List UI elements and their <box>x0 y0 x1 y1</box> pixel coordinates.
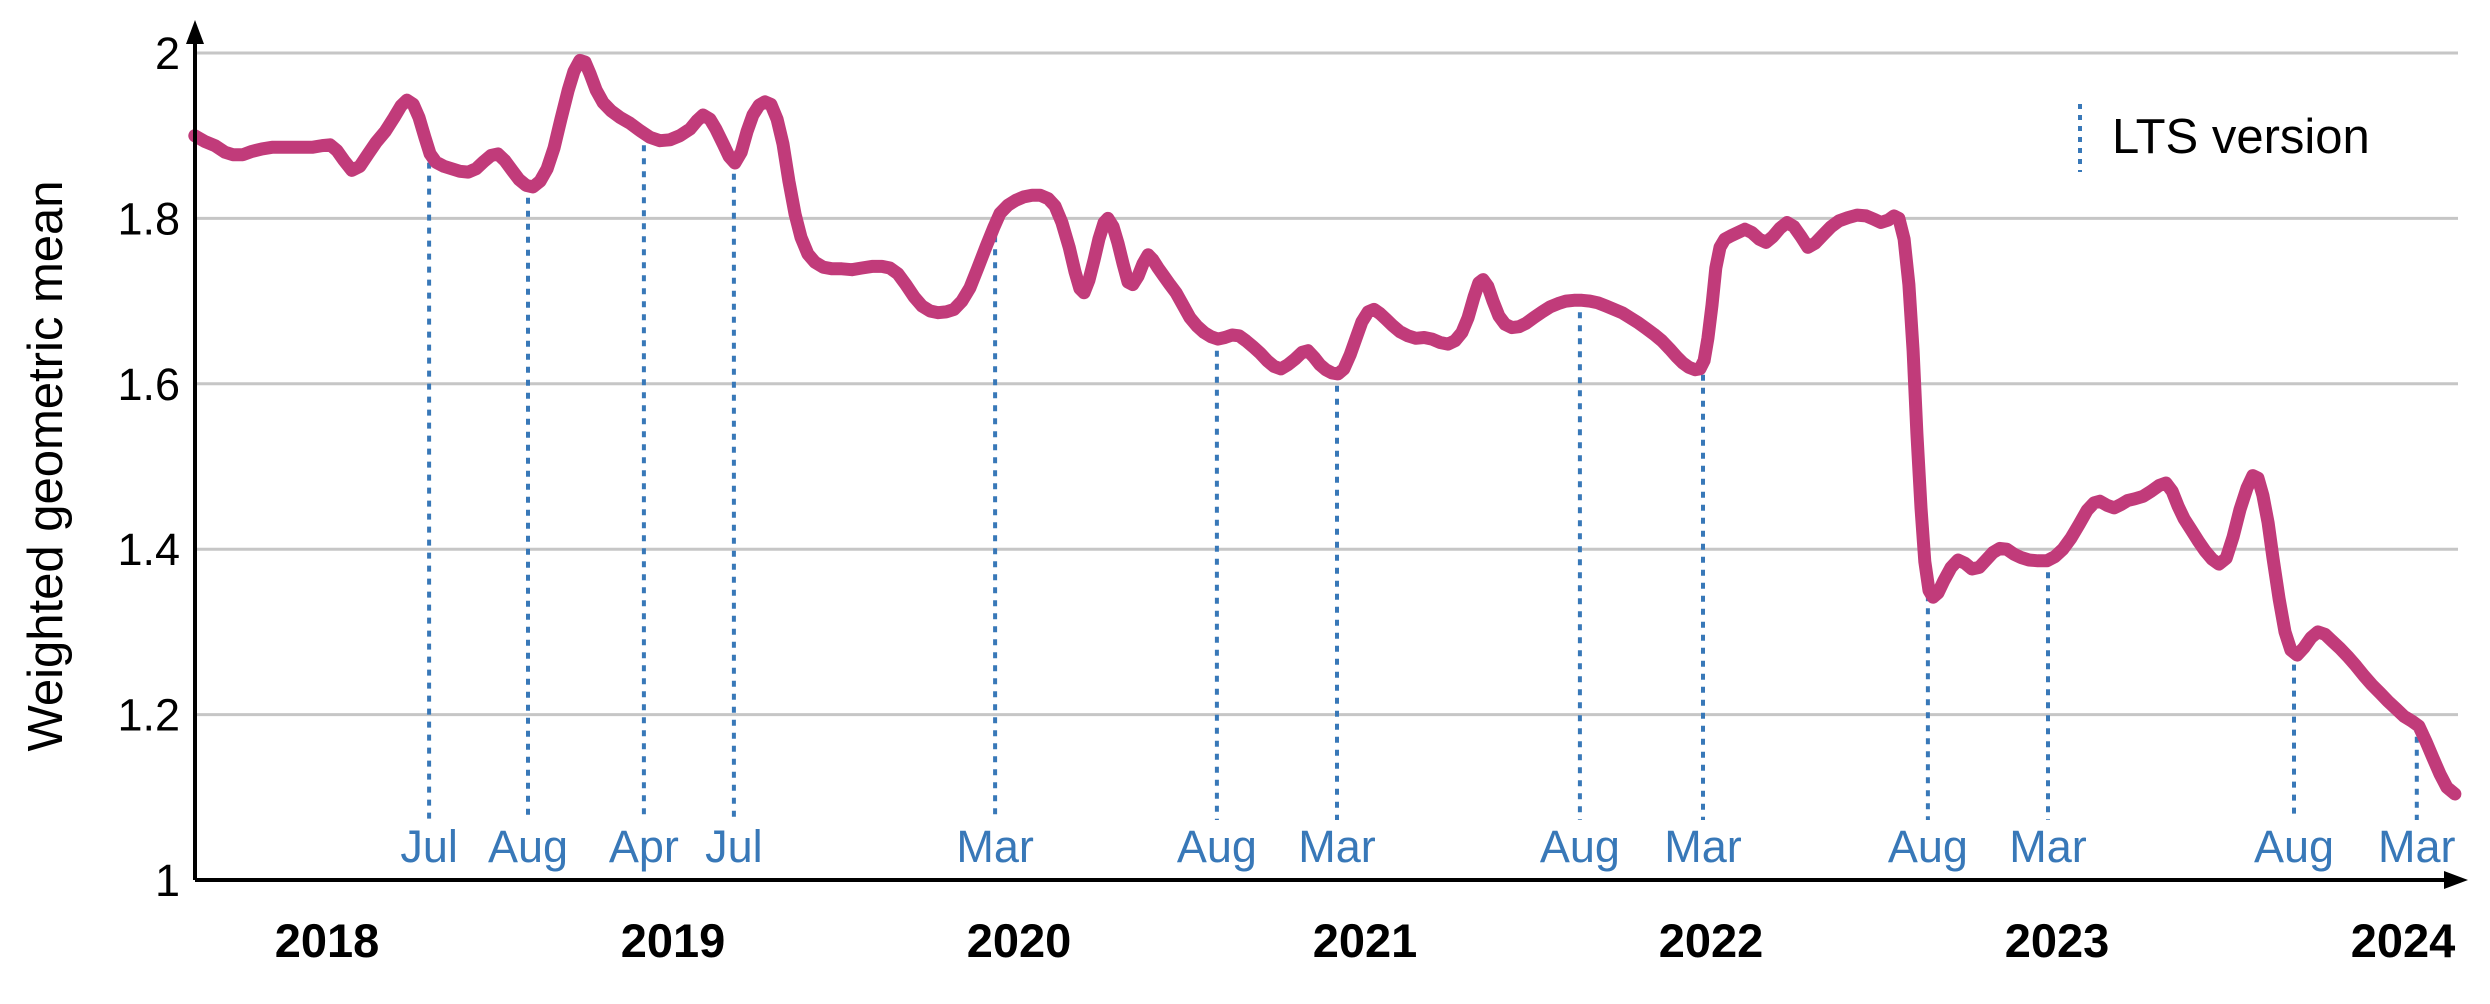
y-tick-label: 1.4 <box>117 524 180 575</box>
x-tick-label-2018: 2018 <box>275 914 380 967</box>
series-layer <box>188 53 2462 801</box>
y-tick-label: 2 <box>155 28 180 79</box>
lts-marker-label: Apr <box>609 821 679 872</box>
lts-marker-label: Mar <box>1298 821 1376 872</box>
lts-marker-label: Aug <box>1888 821 1968 872</box>
y-tick-label: 1.2 <box>117 690 180 741</box>
lts-marker-label: Jul <box>400 821 458 872</box>
y-tick-label: 1.6 <box>117 359 180 410</box>
x-tick-label-2020: 2020 <box>967 914 1072 967</box>
legend-label: LTS version <box>2112 110 2370 164</box>
y-tick-label: 1.8 <box>117 193 180 244</box>
y-axis-arrow-icon <box>186 20 204 44</box>
x-axis-arrow-icon <box>2444 871 2468 889</box>
grid-layer <box>195 51 2458 717</box>
lts-marker-label: Aug <box>1177 821 1257 872</box>
lts-marker-label: Mar <box>1664 821 1742 872</box>
series-line <box>188 53 2462 801</box>
lts-marker-label: Jul <box>705 821 763 872</box>
x-tick-label-2024: 2024 <box>2351 914 2456 967</box>
lts-marker-label: Mar <box>956 821 1034 872</box>
tick-label-layer: Jul Aug Apr Jul Mar Aug Mar Aug Mar Aug Mar Aug Mar 1… <box>117 28 2455 967</box>
lts-marker-label: Mar <box>2378 821 2456 872</box>
x-tick-label-2019: 2019 <box>621 914 726 967</box>
y-axis-title: Weighted geometric mean <box>19 180 73 751</box>
lts-marker-label: Mar <box>2009 821 2087 872</box>
lts-marker-label: Aug <box>2254 821 2334 872</box>
axis-layer <box>186 20 2468 889</box>
lts-marker-layer <box>427 145 2419 820</box>
x-tick-label-2023: 2023 <box>2005 914 2110 967</box>
lts-marker-label: Aug <box>488 821 568 872</box>
x-tick-label-2022: 2022 <box>1659 914 1764 967</box>
legend: LTS version <box>2078 104 2370 172</box>
lts-marker-label: Aug <box>1540 821 1620 872</box>
y-tick-label: 1 <box>155 855 180 906</box>
x-tick-label-2021: 2021 <box>1313 914 1418 967</box>
